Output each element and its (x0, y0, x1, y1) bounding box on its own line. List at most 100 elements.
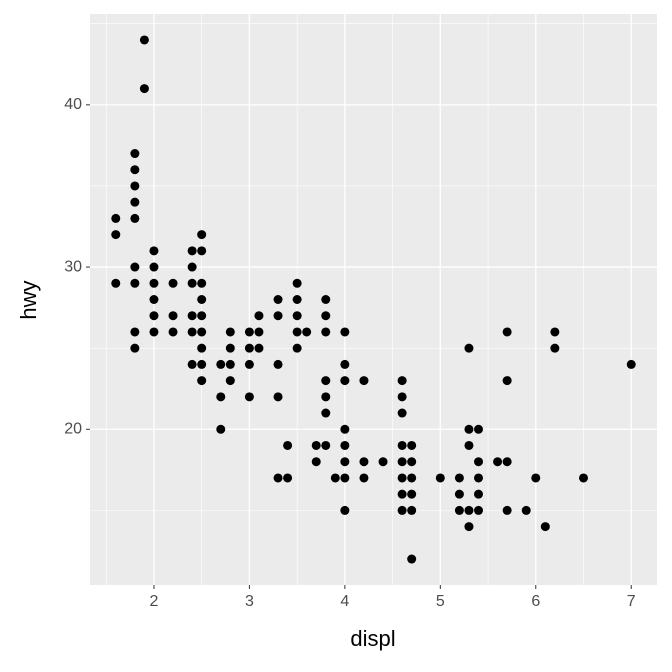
point (397, 376, 407, 386)
point (187, 262, 197, 272)
point (397, 440, 407, 450)
point (397, 392, 407, 402)
point (464, 424, 474, 434)
point (254, 343, 264, 353)
point (283, 473, 293, 483)
point (197, 359, 207, 369)
point (321, 440, 331, 450)
point (531, 473, 541, 483)
point (216, 359, 226, 369)
point (139, 84, 149, 94)
point (359, 457, 369, 467)
point (626, 359, 636, 369)
point (502, 505, 512, 515)
point (311, 457, 321, 467)
point (149, 262, 159, 272)
x-axis-title: displ (350, 626, 395, 651)
x-tick-label: 5 (436, 593, 445, 610)
point (225, 359, 235, 369)
point (340, 376, 350, 386)
point (130, 165, 140, 175)
point (550, 327, 560, 337)
point (359, 473, 369, 483)
point (474, 473, 483, 483)
point (197, 295, 207, 304)
point (302, 327, 312, 337)
point (168, 278, 178, 288)
point (292, 278, 302, 288)
point (273, 473, 283, 483)
point (292, 327, 302, 337)
point (397, 473, 407, 483)
point (397, 505, 407, 515)
point (540, 522, 550, 532)
point (111, 213, 121, 223)
point (454, 489, 464, 499)
point (454, 505, 464, 515)
point (330, 473, 340, 483)
point (130, 197, 140, 207)
point (521, 505, 531, 515)
point (168, 311, 178, 321)
point (187, 278, 197, 288)
panel (90, 14, 657, 585)
point (292, 343, 302, 353)
x-tick-label: 7 (627, 593, 636, 610)
y-tick-label: 30 (64, 258, 82, 275)
point (340, 457, 350, 467)
point (216, 392, 226, 402)
point (359, 376, 369, 386)
point (474, 489, 483, 499)
point (254, 311, 264, 321)
point (273, 311, 283, 321)
point (197, 311, 207, 321)
point (130, 278, 140, 288)
point (149, 278, 159, 288)
point (197, 343, 207, 353)
y-tick-label: 40 (64, 96, 82, 113)
point (197, 278, 207, 288)
point (407, 489, 417, 499)
y-axis-title: hwy (16, 280, 41, 319)
point (130, 343, 140, 353)
point (407, 505, 417, 515)
point (321, 295, 331, 304)
point (397, 408, 407, 418)
point (502, 376, 512, 386)
point (225, 327, 235, 337)
y-tick-label: 20 (64, 420, 82, 437)
point (187, 246, 197, 256)
point (321, 408, 331, 418)
point (340, 440, 350, 450)
point (187, 327, 197, 337)
point (454, 473, 464, 483)
point (225, 343, 235, 353)
point (244, 392, 254, 402)
point (197, 246, 207, 256)
point (149, 311, 159, 321)
point (130, 149, 140, 159)
x-tick-label: 4 (340, 593, 349, 610)
point (149, 246, 159, 256)
point (340, 473, 350, 483)
point (474, 424, 483, 434)
point (407, 440, 417, 450)
point (321, 376, 331, 386)
point (187, 311, 197, 321)
point (321, 392, 331, 402)
point (474, 505, 483, 515)
point (321, 327, 331, 337)
point (168, 327, 178, 337)
point (340, 505, 350, 515)
point (273, 392, 283, 402)
point (550, 343, 560, 353)
point (292, 311, 302, 321)
point (244, 327, 254, 337)
point (139, 35, 149, 45)
point (397, 489, 407, 499)
point (244, 359, 254, 369)
point (244, 343, 254, 353)
point (292, 295, 302, 304)
point (111, 230, 121, 240)
